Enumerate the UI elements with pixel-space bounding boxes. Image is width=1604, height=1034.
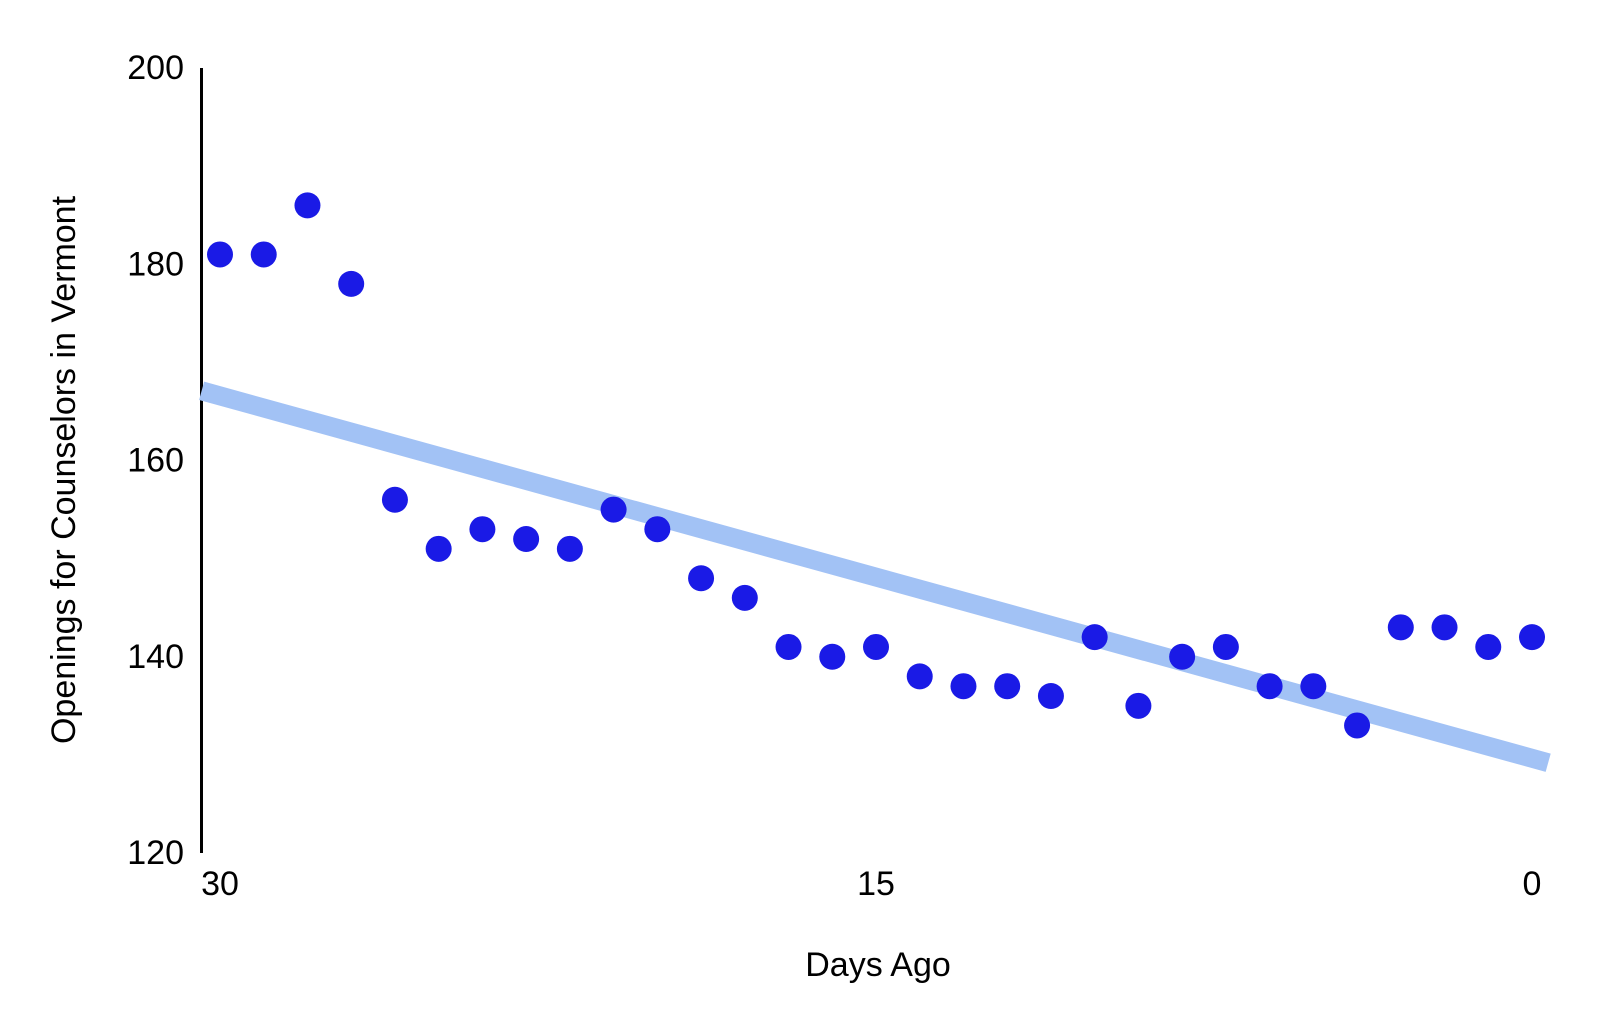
data-point: [644, 516, 671, 543]
y-axis-title: Openings for Counselors in Vermont: [45, 195, 83, 744]
data-point: [338, 270, 365, 297]
y-tick-label: 180: [127, 245, 184, 283]
data-point: [1519, 624, 1545, 651]
data-point: [1037, 683, 1064, 709]
data-point: [1475, 633, 1502, 660]
data-point: [775, 633, 802, 660]
data-point: [1431, 614, 1458, 641]
data-point: [207, 241, 234, 268]
data-point: [688, 565, 715, 592]
data-point: [1081, 624, 1108, 651]
data-point: [1169, 643, 1196, 670]
trendline: [199, 381, 1551, 772]
x-tick-label: 15: [857, 865, 895, 903]
data-point: [950, 673, 977, 700]
data-point: [994, 673, 1021, 700]
data-point: [1387, 614, 1414, 641]
data-point: [731, 584, 758, 611]
data-point: [556, 535, 583, 562]
x-tick-label: 30: [201, 865, 239, 903]
data-point: [1300, 673, 1327, 700]
y-tick-label: 120: [127, 834, 184, 872]
data-point: [600, 496, 627, 523]
data-point: [1212, 633, 1239, 660]
data-point: [1344, 712, 1371, 739]
data-point: [469, 516, 496, 543]
x-tick-label: 0: [1523, 865, 1542, 903]
data-point: [906, 663, 933, 690]
data-point: [294, 192, 321, 219]
data-point: [1256, 673, 1283, 700]
data-point: [819, 643, 846, 670]
data-point: [381, 486, 408, 513]
data-point: [1125, 692, 1152, 719]
data-point: [425, 535, 452, 562]
data-point: [513, 526, 540, 552]
y-tick-label: 140: [127, 638, 184, 676]
y-tick-label: 160: [127, 442, 184, 480]
data-point: [250, 241, 277, 268]
y-tick-label: 200: [127, 49, 184, 87]
data-point: [863, 633, 890, 660]
x-axis-title: Days Ago: [805, 946, 951, 984]
